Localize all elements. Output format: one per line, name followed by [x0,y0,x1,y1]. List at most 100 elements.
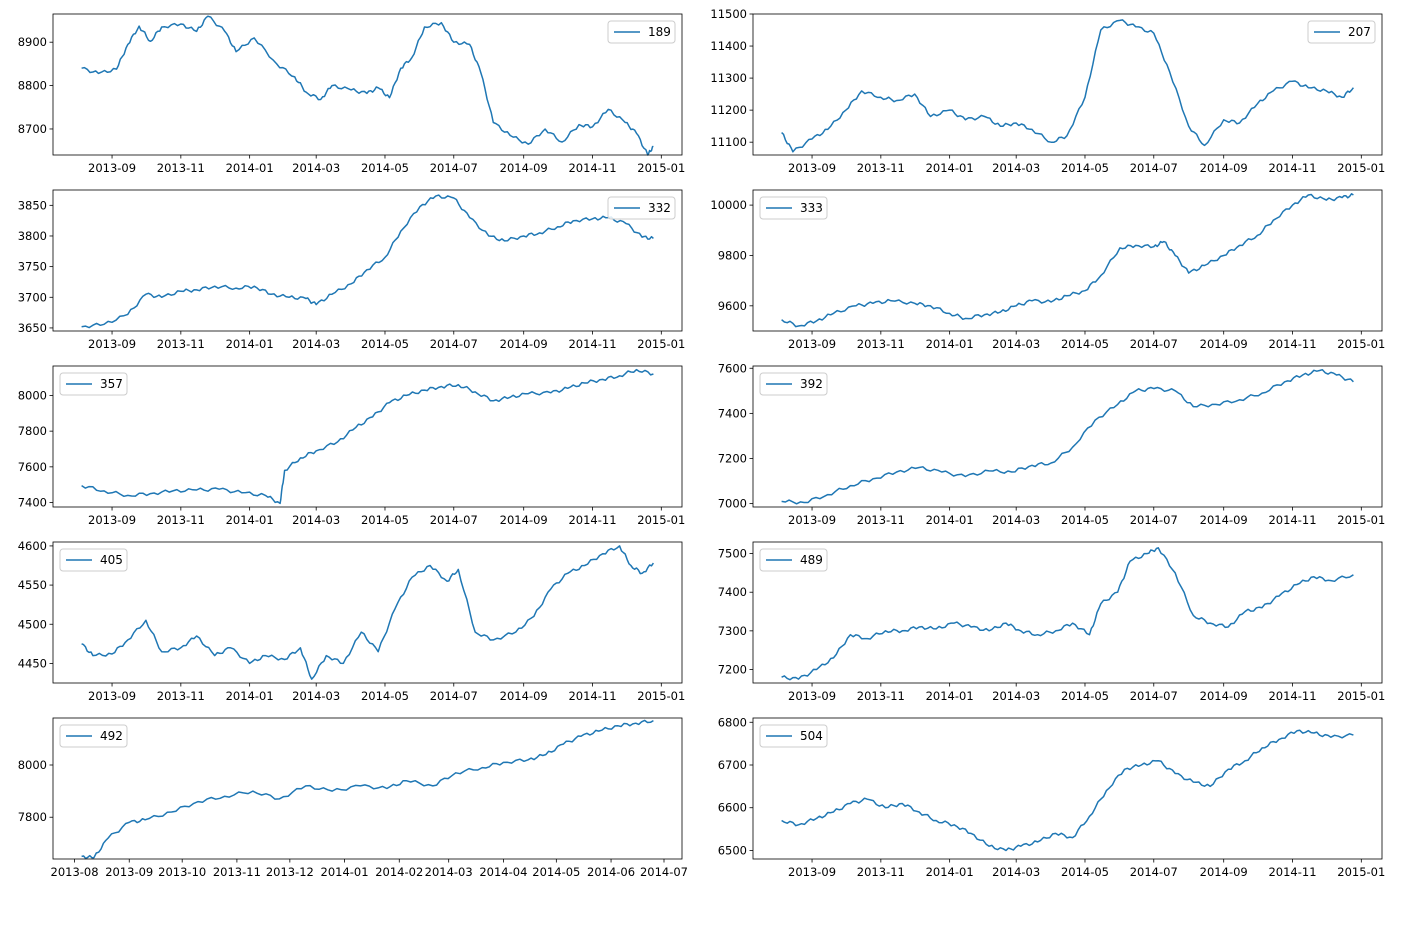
x-tick-label: 2014-03 [425,865,473,879]
x-tick-label: 2014-09 [1200,513,1248,527]
x-tick-label: 2014-03 [992,513,1040,527]
legend: 357 [59,372,128,396]
y-tick-label: 7200 [718,662,747,676]
x-tick-label: 2014-01 [226,689,274,703]
y-tick-label: 7400 [18,496,47,510]
x-tick-label: 2014-03 [292,337,340,351]
x-tick-label: 2015-01 [1337,689,1385,703]
x-tick-label: 2014-05 [361,161,409,175]
y-tick-label: 7800 [18,424,47,438]
y-tick-label: 6700 [718,758,747,772]
y-tick-label: 6600 [718,801,747,815]
subplot-332: 3650 3700 3750 3800 3850 2013-09 2013-11 2014-0… [18,189,685,351]
x-tick-label: 2014-01 [926,161,974,175]
series-line-207 [781,19,1354,153]
x-tick-label: 2014-03 [992,689,1040,703]
legend: 489 [759,548,828,572]
x-tick-label: 2013-11 [857,337,905,351]
legend: 504 [759,724,828,748]
legend-label: 392 [800,377,823,391]
series-line-189 [81,15,654,156]
y-tick-label: 7400 [718,406,747,420]
legend-box [759,196,828,220]
y-tick-label: 4550 [18,578,47,592]
x-tick-label: 2014-11 [1268,161,1316,175]
x-tick-label: 2014-06 [587,865,635,879]
x-tick-label: 2014-09 [500,513,548,527]
x-tick-label: 2013-11 [857,161,905,175]
x-tick-label: 2014-05 [532,865,580,879]
series-line-405 [81,545,655,680]
series-line-333 [781,193,1354,328]
x-tick-label: 2014-11 [1268,865,1316,879]
legend: 405 [59,548,128,572]
x-tick-label: 2014-03 [992,865,1040,879]
series-line-504 [781,729,1354,852]
legend-label: 489 [800,553,823,567]
x-tick-label: 2015-01 [637,337,685,351]
x-tick-label: 2013-11 [857,513,905,527]
x-tick-label: 2014-09 [500,689,548,703]
x-tick-label: 2014-03 [292,689,340,703]
x-tick-label: 2013-11 [857,689,905,703]
x-tick-label: 2014-05 [361,689,409,703]
x-tick-label: 2014-05 [1061,337,1109,351]
legend-box [607,20,676,44]
x-tick-label: 2014-11 [1268,513,1316,527]
axes-frame [752,13,1383,156]
legend-label: 357 [100,377,123,391]
y-tick-label: 6800 [718,715,747,729]
legend: 189 [607,20,676,44]
legend-box [1307,20,1376,44]
x-tick-label: 2013-09 [788,337,836,351]
axes-frame [52,189,683,332]
x-tick-label: 2013-10 [158,865,206,879]
x-tick-label: 2014-07 [1130,161,1178,175]
x-tick-label: 2013-09 [788,161,836,175]
y-tick-label: 11100 [710,135,747,149]
y-tick-label: 9600 [718,299,747,313]
y-tick-label: 3850 [18,198,47,212]
x-tick-label: 2014-03 [292,513,340,527]
legend: 332 [607,196,676,220]
x-tick-label: 2014-07 [430,337,478,351]
y-tick-label: 7400 [718,585,747,599]
y-tick-label: 11300 [710,71,747,85]
x-tick-label: 2014-07 [1130,337,1178,351]
x-tick-label: 2014-11 [568,689,616,703]
x-tick-label: 2015-01 [1337,161,1385,175]
x-tick-label: 2013-11 [157,161,205,175]
y-tick-label: 9800 [718,248,747,262]
y-tick-label: 3700 [18,290,47,304]
x-tick-label: 2014-02 [375,865,423,879]
x-tick-label: 2015-01 [1337,865,1385,879]
x-tick-label: 2014-09 [500,337,548,351]
x-tick-label: 2014-05 [1061,689,1109,703]
subplot-333: 9600 9800 10000 2013-09 2013-11 2014-01 2014-0… [710,189,1385,351]
y-tick-label: 7000 [718,497,747,511]
axes-frame [752,541,1383,684]
legend-box [59,724,128,748]
x-tick-label: 2013-11 [157,513,205,527]
axes-frame [52,541,683,684]
x-tick-label: 2015-01 [637,513,685,527]
legend-box [759,372,828,396]
legend-box [59,548,128,572]
legend-label: 332 [648,201,671,215]
x-tick-label: 2014-07 [430,513,478,527]
x-tick-label: 2014-05 [1061,513,1109,527]
x-tick-label: 2014-11 [568,161,616,175]
x-tick-label: 2014-07 [640,865,688,879]
y-tick-label: 4500 [18,617,47,631]
y-tick-label: 3650 [18,321,47,335]
y-tick-label: 7500 [718,547,747,561]
x-tick-label: 2014-03 [992,337,1040,351]
y-tick-label: 7200 [718,451,747,465]
axes-frame [52,717,683,860]
legend: 492 [59,724,128,748]
legend-label: 333 [800,201,823,215]
x-tick-label: 2014-07 [1130,513,1178,527]
x-tick-label: 2014-07 [430,161,478,175]
x-tick-label: 2014-09 [1200,161,1248,175]
axes-frame [752,365,1383,508]
